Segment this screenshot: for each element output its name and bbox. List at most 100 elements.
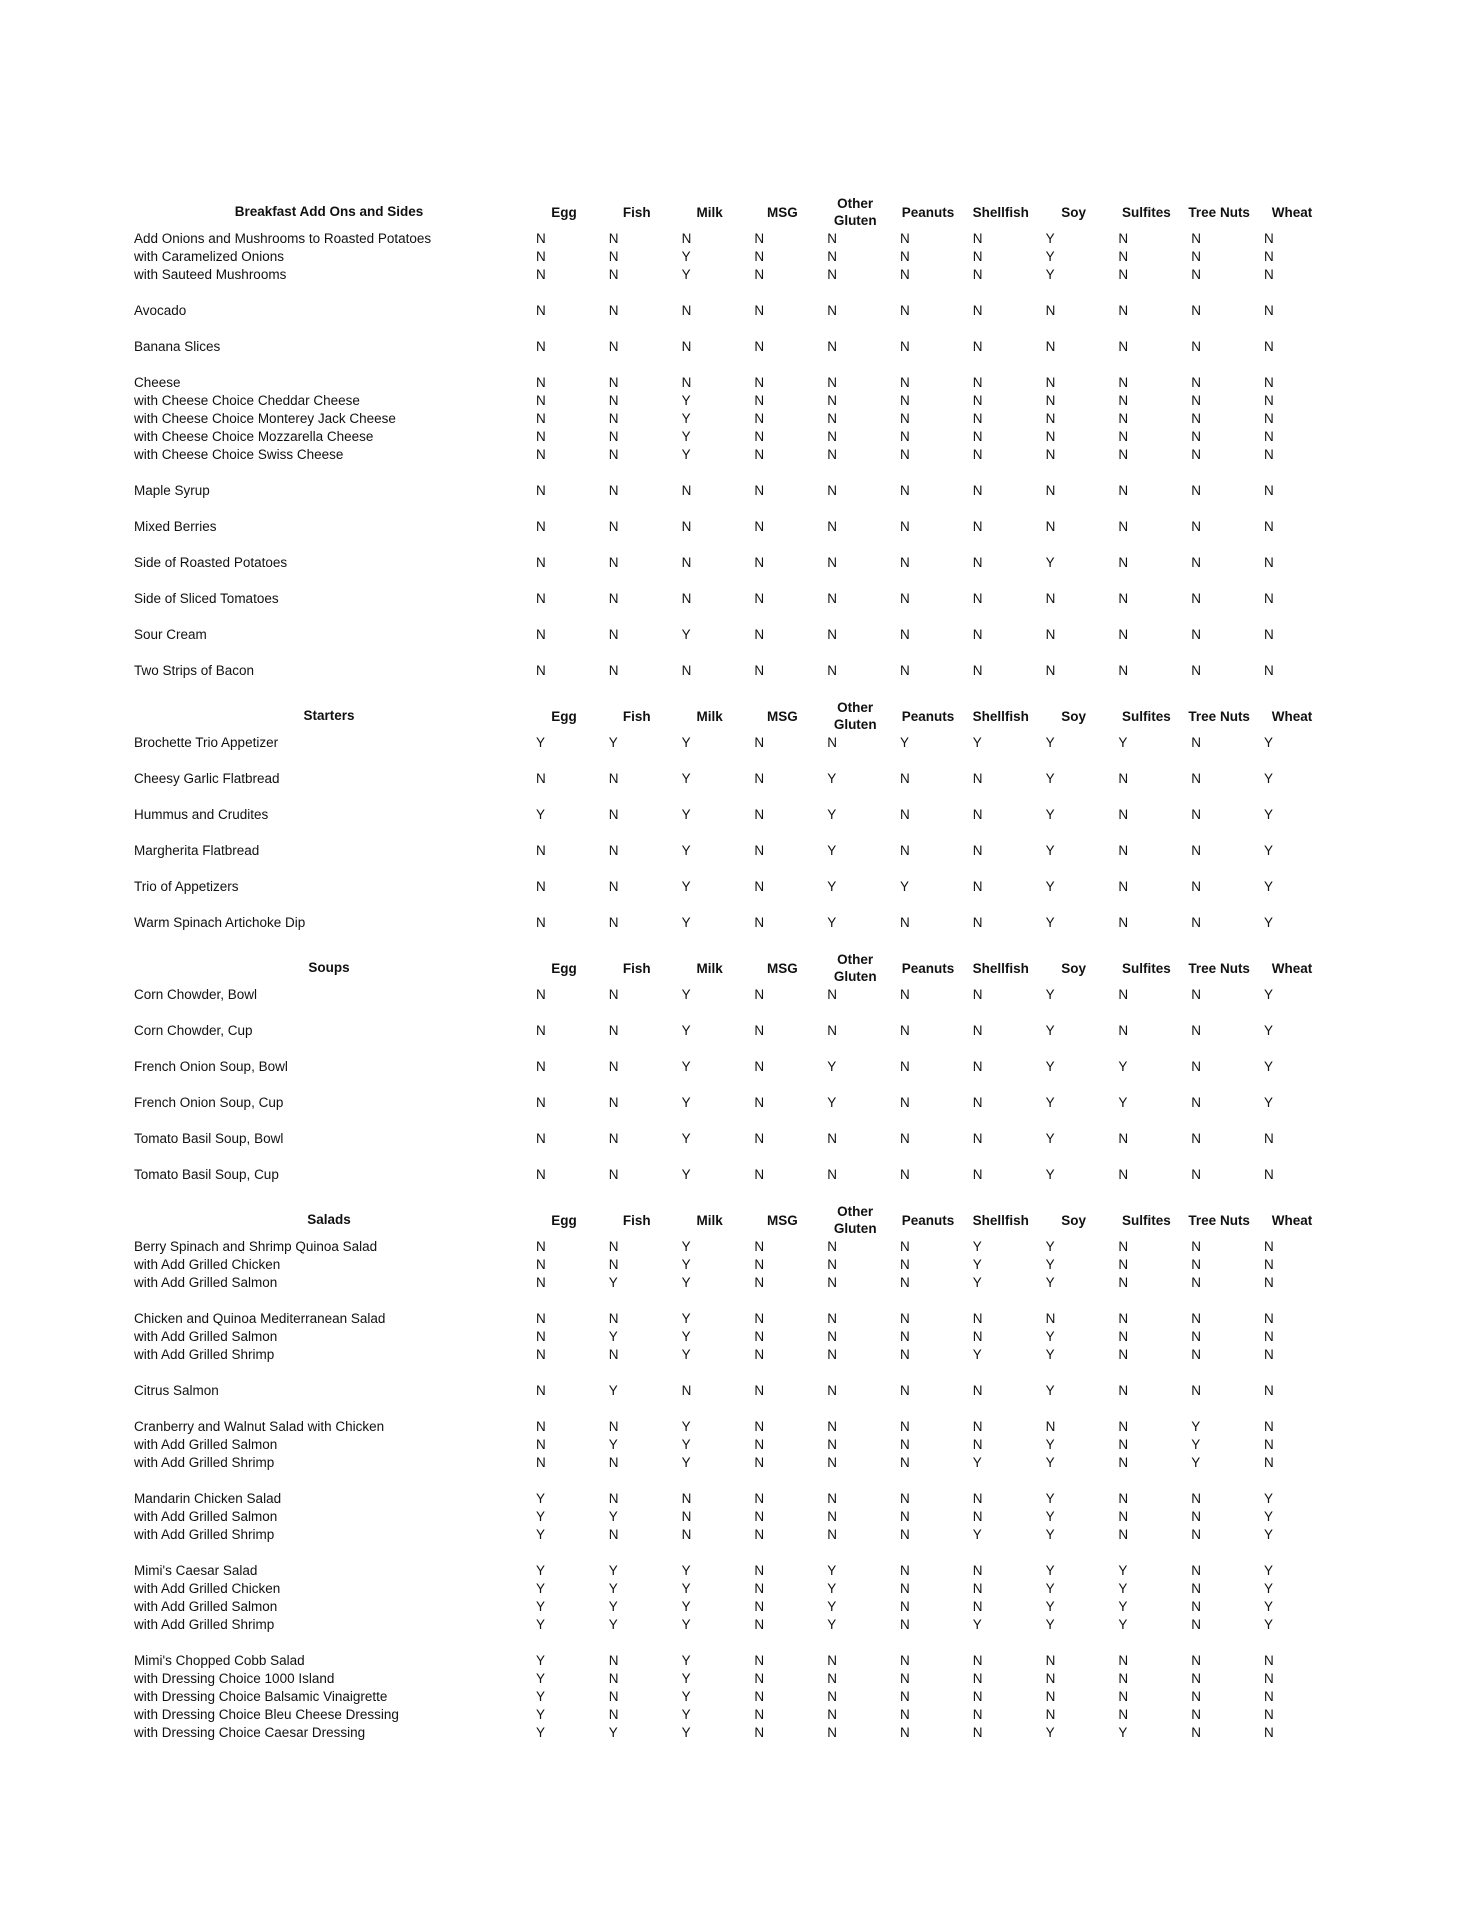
allergen-msg-value: N [754,1095,765,1110]
allergen-peanuts-value: N [900,1581,910,1596]
allergen-other-gluten-value: N [827,735,837,750]
column-header: Fish [622,205,651,220]
allergen-sulfites-value: N [1118,429,1129,444]
allergen-other-gluten-value: N [827,429,837,444]
allergen-peanuts-value: N [900,249,910,264]
allergen-wheat-value: N [1264,1419,1274,1434]
allergen-wheat-value: Y [1264,771,1274,786]
allergen-egg-value: Y [536,1707,546,1722]
column-header: Wheat [1271,961,1313,976]
allergen-tree-nuts-value: N [1191,447,1201,462]
allergen-tree-nuts-value: N [1191,1023,1201,1038]
allergen-milk-value: Y [681,771,691,786]
allergen-shellfish-value: N [972,879,983,894]
allergen-tree-nuts-value: N [1191,1689,1201,1704]
allergen-milk-value: N [681,519,692,534]
allergen-shellfish-value: N [972,591,983,606]
allergen-sulfites-value: Y [1118,1563,1128,1578]
allergen-msg-value: N [754,1023,765,1038]
allergen-fish-value: N [608,303,619,318]
allergen-other-gluten-value: Y [827,1095,837,1110]
column-header: Shellfish [972,709,1029,724]
allergen-tree-nuts-value: N [1191,1617,1201,1632]
allergen-other-gluten-value: N [827,231,837,246]
allergen-shellfish-value: N [972,249,983,264]
allergen-peanuts-value: N [900,1419,910,1434]
allergen-shellfish-value: N [972,267,983,282]
menu-item-name: Maple Syrup [134,483,210,498]
allergen-msg-value: N [754,663,765,678]
allergen-wheat-value: N [1264,1167,1274,1182]
allergen-peanuts-value: N [900,1167,910,1182]
allergen-egg-value: N [536,393,546,408]
allergen-peanuts-value: N [900,1599,910,1614]
allergen-fish-value: N [608,1689,619,1704]
allergen-fish-value: Y [608,1275,618,1290]
menu-item-name: with Add Grilled Chicken [134,1257,281,1272]
allergen-sulfites-value: N [1118,915,1129,930]
allergen-fish-value: N [608,1167,619,1182]
allergen-peanuts-value: N [900,519,910,534]
allergen-peanuts-value: N [900,1257,910,1272]
allergen-soy-value: N [1045,1653,1056,1668]
allergen-sulfites-value: N [1118,987,1129,1002]
allergen-shellfish-value: N [972,627,983,642]
allergen-soy-value: N [1045,429,1056,444]
allergen-shellfish-value: N [972,987,983,1002]
allergen-wheat-value: N [1264,1131,1274,1146]
allergen-soy-value: N [1045,1419,1056,1434]
allergen-egg-value: Y [536,1653,546,1668]
allergen-soy-value: N [1045,627,1056,642]
menu-item-name: with Add Grilled Salmon [134,1329,278,1344]
allergen-milk-value: Y [681,1275,691,1290]
allergen-other-gluten-value: N [827,1239,837,1254]
allergen-msg-value: N [754,1491,765,1506]
allergen-wheat-value: N [1264,1707,1274,1722]
allergen-tree-nuts-value: N [1191,915,1201,930]
allergen-other-gluten-value: Y [827,1581,837,1596]
allergen-msg-value: N [754,303,765,318]
allergen-egg-value: Y [536,1509,546,1524]
allergen-peanuts-value: N [900,1653,910,1668]
allergen-other-gluten-value: Y [827,807,837,822]
allergen-peanuts-value: N [900,1239,910,1254]
allergen-peanuts-value: N [900,915,910,930]
allergen-shellfish-value: Y [972,1275,982,1290]
allergen-wheat-value: N [1264,1257,1274,1272]
allergen-tree-nuts-value: N [1191,1311,1201,1326]
allergen-shellfish-value: N [972,1329,983,1344]
allergen-other-gluten-value: Y [827,1563,837,1578]
allergen-shellfish-value: N [972,1491,983,1506]
allergen-peanuts-value: N [900,555,910,570]
allergen-tree-nuts-value: N [1191,1707,1201,1722]
allergen-wheat-value: Y [1264,987,1274,1002]
column-header: Peanuts [901,961,955,976]
allergen-tree-nuts-value: Y [1191,1455,1201,1470]
allergen-shellfish-value: N [972,231,983,246]
allergen-milk-value: N [681,663,692,678]
allergen-shellfish-value: N [972,375,983,390]
allergen-msg-value: N [754,879,765,894]
allergen-milk-value: N [681,555,692,570]
allergen-tree-nuts-value: N [1191,1599,1201,1614]
allergen-sulfites-value: N [1118,1257,1129,1272]
allergen-milk-value: Y [681,1599,691,1614]
allergen-other-gluten-value: N [827,1509,837,1524]
allergen-msg-value: N [754,1671,765,1686]
allergen-fish-value: N [608,1653,619,1668]
allergen-wheat-value: Y [1264,1059,1274,1074]
allergen-other-gluten-value: N [827,411,837,426]
allergen-peanuts-value: N [900,375,910,390]
allergen-tree-nuts-value: N [1191,735,1201,750]
allergen-other-gluten-value: N [827,555,837,570]
allergen-sulfites-value: N [1118,339,1129,354]
allergen-soy-value: Y [1045,1491,1055,1506]
allergen-soy-value: N [1045,519,1056,534]
allergen-shellfish-value: N [972,1725,983,1740]
allergen-wheat-value: N [1264,411,1274,426]
allergen-sulfites-value: N [1118,1671,1129,1686]
allergen-egg-value: N [536,1437,546,1452]
allergen-tree-nuts-value: N [1191,267,1201,282]
allergen-sulfites-value: N [1118,1455,1129,1470]
allergen-msg-value: N [754,339,765,354]
